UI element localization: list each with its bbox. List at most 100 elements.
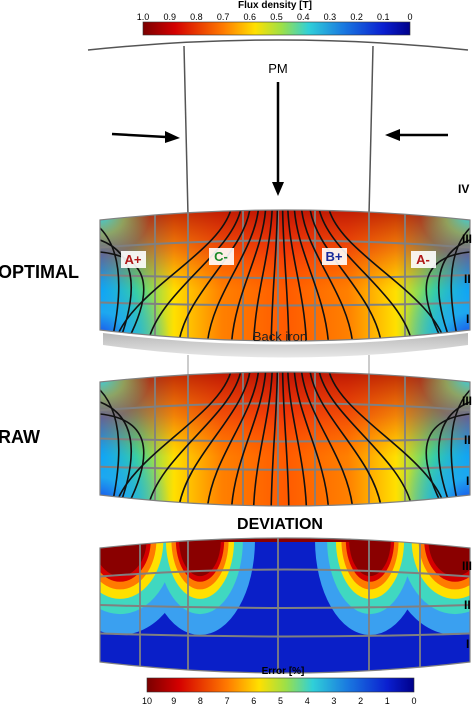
flux-line xyxy=(100,413,145,506)
svg-text:A-: A- xyxy=(416,252,430,267)
flux-colorbar xyxy=(142,21,411,36)
deviation-outline xyxy=(99,537,471,674)
error-tick-label: 4 xyxy=(305,696,310,706)
svg-text:B+: B+ xyxy=(326,249,343,264)
flux-tick-label: 0.4 xyxy=(297,12,310,22)
deviation-zone-ii: II xyxy=(464,598,471,612)
flux-line xyxy=(308,210,383,341)
back-iron-label: Back iron xyxy=(253,329,307,344)
grid-row-line xyxy=(100,402,470,412)
grid-row-line xyxy=(100,274,470,279)
error-tick-label: 1 xyxy=(385,696,390,706)
grid-row-line xyxy=(100,437,470,443)
flux-line xyxy=(146,210,243,341)
error-colorbar-ticks: 10 9 8 7 6 5 4 3 2 1 0 xyxy=(142,696,417,706)
grid-row-line xyxy=(100,239,470,249)
optimal-zone-ii: II xyxy=(464,272,471,286)
raw-zone-i: I xyxy=(466,474,469,488)
flux-line xyxy=(317,210,414,341)
flux-line xyxy=(425,251,470,341)
raw-flux-lines xyxy=(100,372,470,506)
flux-line xyxy=(300,210,354,341)
raw-zone-iii: III xyxy=(462,394,472,408)
flux-line xyxy=(317,372,414,506)
flux-line xyxy=(281,210,290,341)
phase-a-minus: A- xyxy=(411,251,436,268)
flux-line xyxy=(177,372,252,506)
flux-tick-label: 0.6 xyxy=(244,12,257,22)
error-tick-label: 10 xyxy=(142,696,152,706)
flux-line xyxy=(450,389,470,506)
flux-line xyxy=(100,239,132,341)
error-tick-label: 0 xyxy=(411,696,416,706)
error-colorbar-title: Error [%] xyxy=(262,666,305,677)
phase-c-minus: C- xyxy=(209,248,234,265)
flux-line xyxy=(300,372,354,506)
optimal-zone-i: I xyxy=(466,312,469,326)
svg-text:C-: C- xyxy=(214,249,228,264)
phase-b-plus: B+ xyxy=(322,248,347,265)
flux-line xyxy=(206,210,260,341)
flux-line xyxy=(293,372,330,506)
pm-outer-arc xyxy=(87,39,469,51)
flux-line xyxy=(146,372,243,506)
flux-line xyxy=(270,372,279,506)
error-tick-label: 9 xyxy=(171,696,176,706)
flux-line xyxy=(327,210,447,341)
deviation-top-band xyxy=(100,538,470,542)
error-tick-label: 7 xyxy=(225,696,230,706)
flux-colorbar-ticks: 1.0 0.9 0.8 0.7 0.6 0.5 0.4 0.3 0.2 0.1 0 xyxy=(137,12,413,22)
magnetization-arrows xyxy=(111,82,448,196)
optimal-zone-iii: III xyxy=(462,232,472,246)
error-tick-label: 2 xyxy=(358,696,363,706)
raw-field xyxy=(100,372,470,506)
raw-zone-ii: II xyxy=(464,433,471,447)
flux-line xyxy=(252,372,274,506)
flux-tick-label: 0.8 xyxy=(190,12,203,22)
flux-line xyxy=(113,372,233,506)
flux-line xyxy=(450,227,470,341)
error-tick-label: 5 xyxy=(278,696,283,706)
flux-line xyxy=(100,401,132,506)
error-colorbar xyxy=(146,677,415,693)
flux-tick-label: 0.1 xyxy=(377,12,390,22)
flux-tick-label: 1.0 xyxy=(137,12,150,22)
optimal-label: OPTIMAL xyxy=(0,262,79,282)
flux-tick-label: 0.7 xyxy=(217,12,230,22)
flux-line xyxy=(438,401,470,506)
flux-tick-label: 0.9 xyxy=(163,12,176,22)
flux-line xyxy=(438,239,470,341)
error-tick-label: 8 xyxy=(198,696,203,706)
flux-line xyxy=(230,210,267,341)
flux-tick-label: 0.2 xyxy=(350,12,363,22)
flux-line xyxy=(286,372,308,506)
svg-text:A+: A+ xyxy=(125,252,142,267)
flux-colorbar-title: Flux density [T] xyxy=(238,0,312,11)
pm-label: PM xyxy=(268,61,288,76)
flux-line xyxy=(206,372,260,506)
phase-a-plus: A+ xyxy=(121,251,146,268)
flux-line xyxy=(270,210,279,341)
flux-line xyxy=(425,413,470,506)
flux-line xyxy=(100,389,120,506)
flux-line xyxy=(100,227,120,341)
pm-right-edge xyxy=(368,45,374,216)
deviation-zone-i: I xyxy=(466,637,469,651)
deviation-grid xyxy=(100,538,470,673)
optimal-outline xyxy=(99,209,471,342)
deviation-error-region xyxy=(100,538,147,577)
pm-left-edge xyxy=(183,45,189,216)
flux-line xyxy=(281,372,290,506)
back-iron xyxy=(103,333,468,358)
flux-line xyxy=(230,372,267,506)
error-tick-label: 6 xyxy=(251,696,256,706)
flux-tick-label: 0 xyxy=(407,12,412,22)
flux-line xyxy=(113,210,233,341)
deviation-label: DEVIATION xyxy=(237,516,323,533)
raw-label: RAW xyxy=(0,427,40,447)
flux-line xyxy=(308,372,383,506)
raw-grid xyxy=(100,372,470,506)
optimal-field xyxy=(100,210,470,341)
optimal-flux-lines xyxy=(100,210,470,341)
flux-line xyxy=(293,210,330,341)
